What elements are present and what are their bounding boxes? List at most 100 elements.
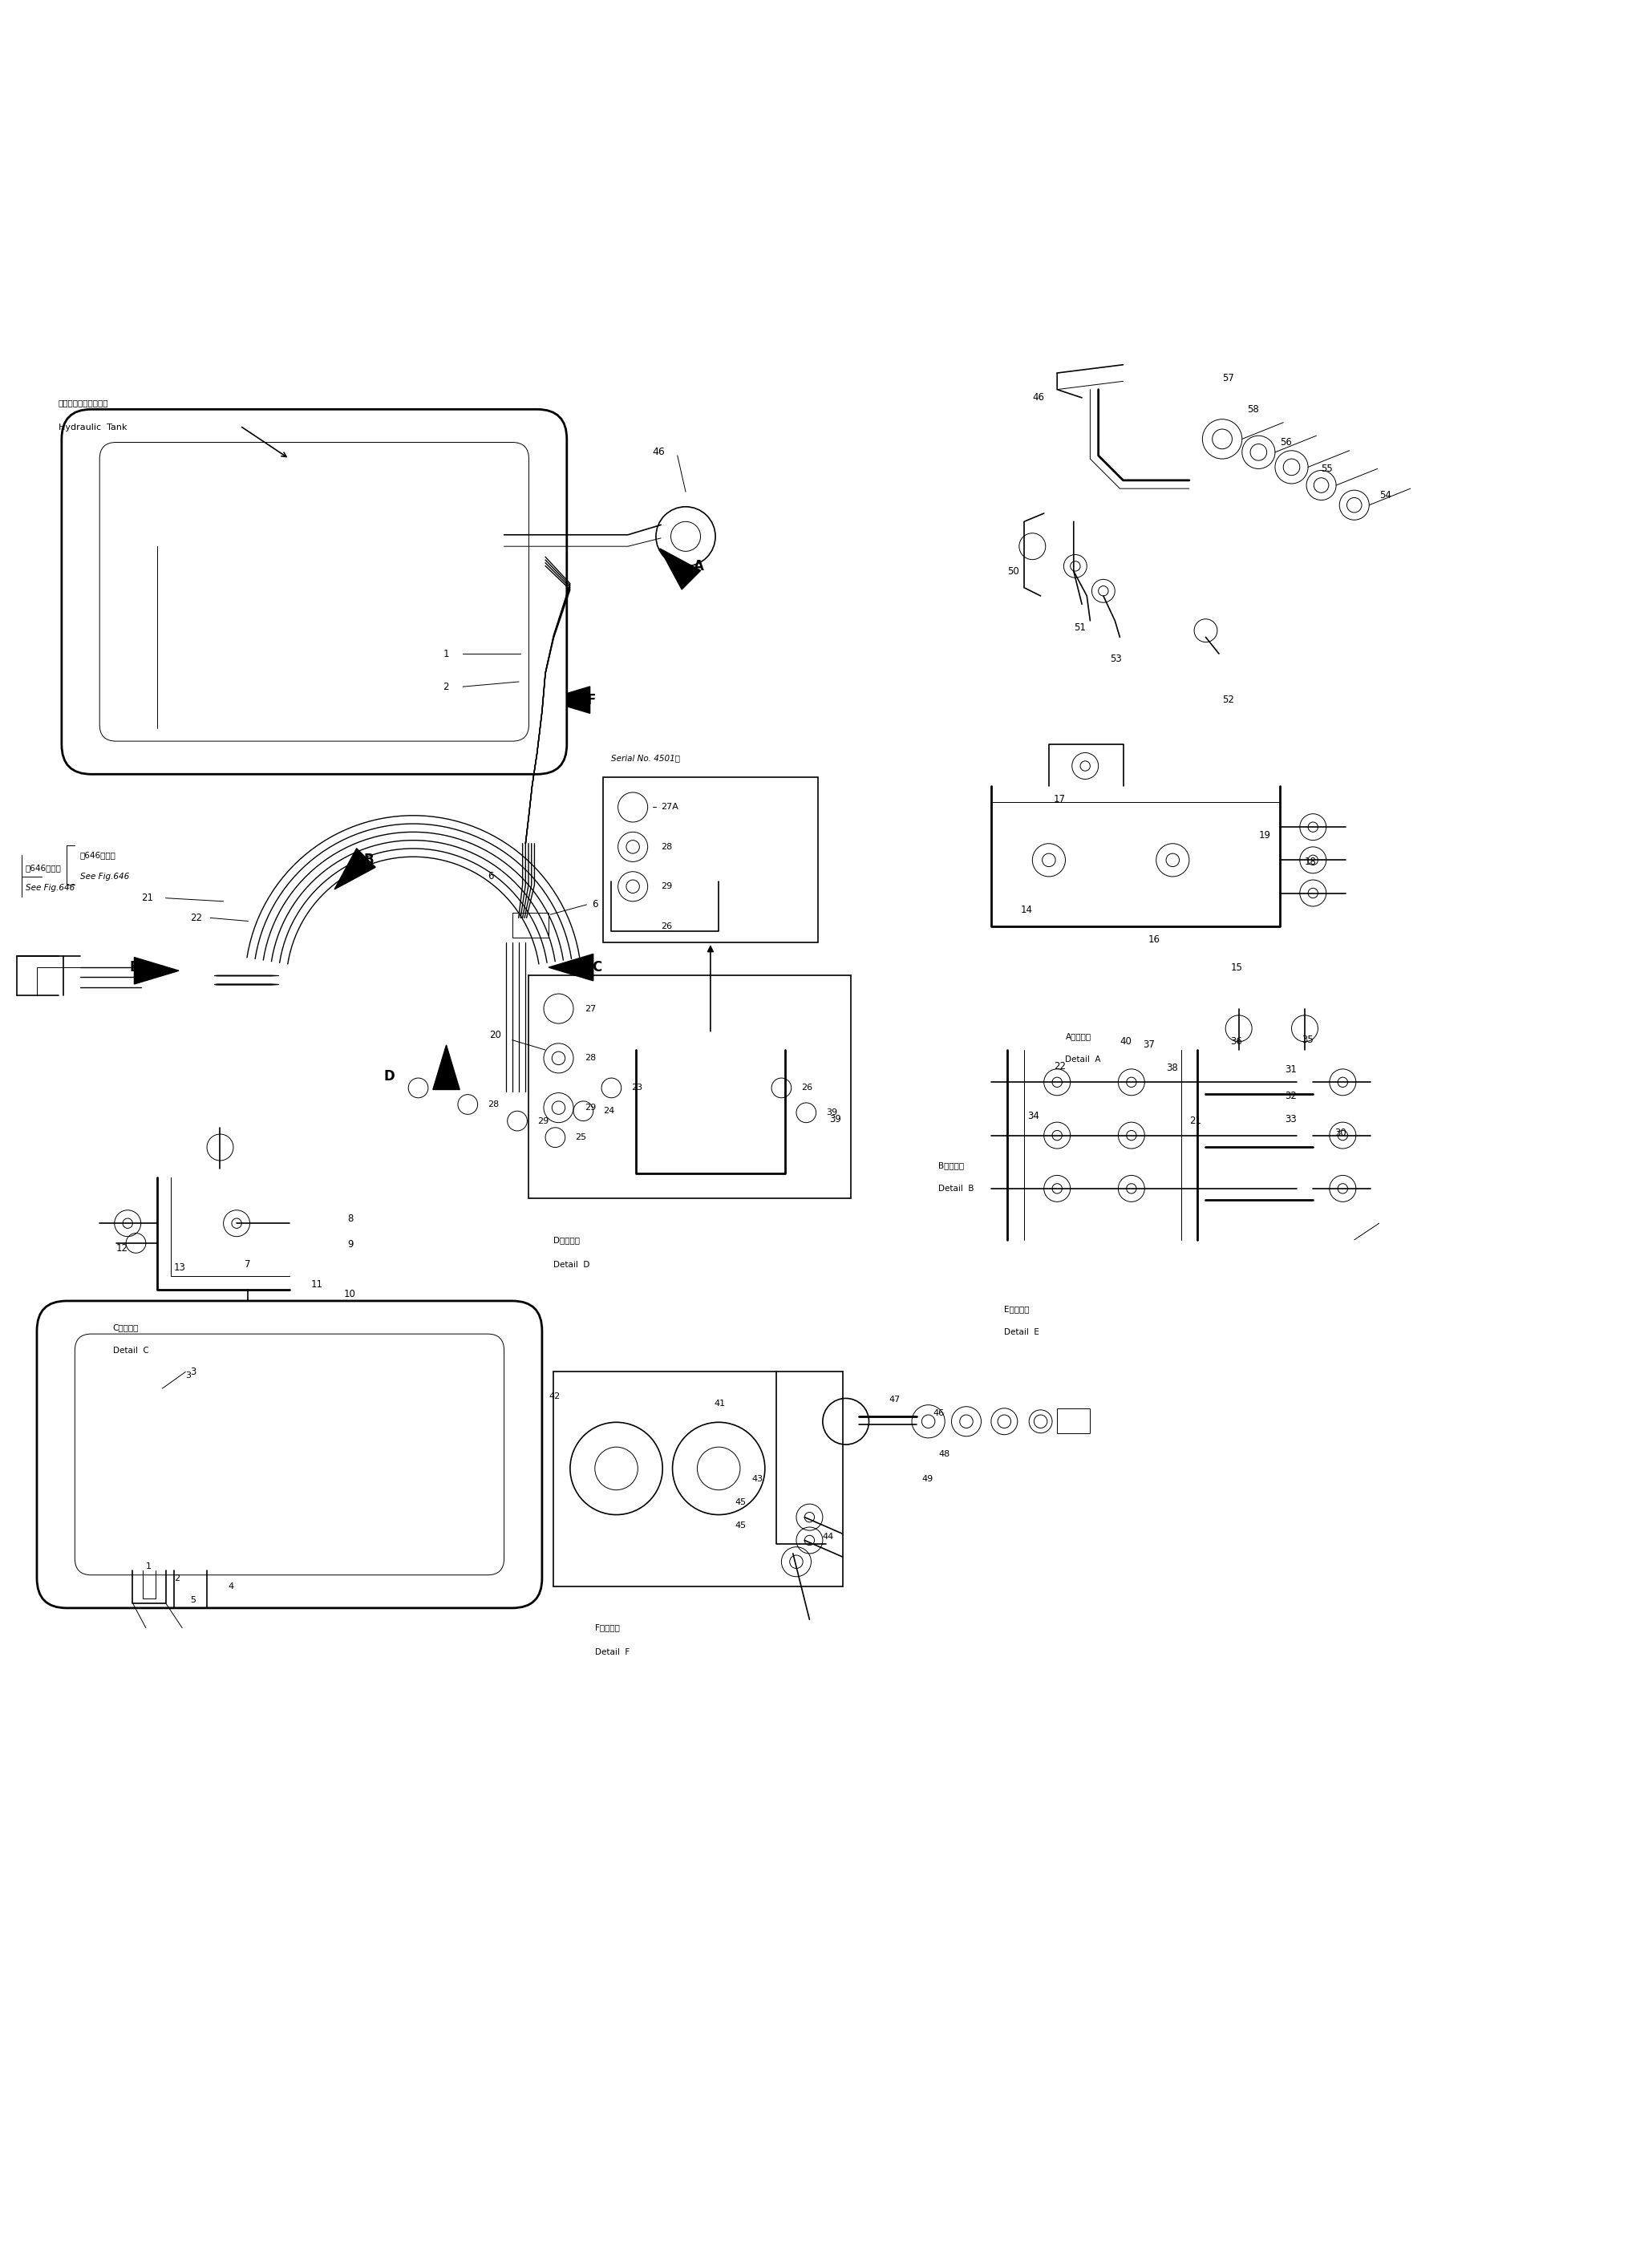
Text: A　詳　細: A 詳 細 <box>1066 1033 1090 1040</box>
Text: 57: 57 <box>1222 374 1234 383</box>
Text: 21: 21 <box>140 892 154 904</box>
Text: 14: 14 <box>1021 904 1032 915</box>
FancyBboxPatch shape <box>61 410 567 775</box>
Text: 2: 2 <box>443 682 449 691</box>
Text: D: D <box>383 1069 395 1083</box>
Text: 45: 45 <box>735 1499 747 1506</box>
Text: ハイドロリックタンク: ハイドロリックタンク <box>58 399 109 408</box>
Text: 38: 38 <box>1166 1062 1178 1074</box>
Text: 8: 8 <box>347 1214 354 1223</box>
Text: 第646図参照: 第646図参照 <box>79 852 116 858</box>
Text: 22: 22 <box>190 913 203 924</box>
FancyBboxPatch shape <box>36 1300 542 1608</box>
Text: Hydraulic  Tank: Hydraulic Tank <box>58 424 127 433</box>
Polygon shape <box>433 1044 459 1089</box>
Text: 10: 10 <box>344 1289 355 1300</box>
Text: F: F <box>586 693 596 707</box>
Polygon shape <box>548 954 593 981</box>
Text: 24: 24 <box>603 1108 615 1114</box>
Text: 6: 6 <box>487 872 494 881</box>
Text: 13: 13 <box>173 1262 185 1273</box>
Bar <box>603 777 818 942</box>
Text: 39: 39 <box>829 1114 841 1123</box>
Bar <box>231 1327 264 1348</box>
Text: 39: 39 <box>826 1108 838 1117</box>
Text: C　詳　細: C 詳 細 <box>112 1323 139 1332</box>
Text: 32: 32 <box>1285 1092 1297 1101</box>
Text: 40: 40 <box>1120 1037 1132 1046</box>
Text: 16: 16 <box>1148 933 1160 945</box>
Text: Detail  B: Detail B <box>938 1185 975 1194</box>
Text: C: C <box>591 960 601 974</box>
Text: 52: 52 <box>1222 695 1234 704</box>
Text: Detail  D: Detail D <box>553 1262 590 1268</box>
Text: B: B <box>363 854 373 867</box>
Text: 58: 58 <box>1247 403 1259 414</box>
FancyBboxPatch shape <box>74 1334 504 1574</box>
Text: 26: 26 <box>661 922 672 931</box>
Text: 44: 44 <box>823 1533 834 1540</box>
Text: 43: 43 <box>752 1475 763 1484</box>
Text: 35: 35 <box>1302 1035 1313 1044</box>
Text: 5: 5 <box>190 1597 197 1604</box>
Text: Serial No. 4501〜: Serial No. 4501〜 <box>611 754 681 761</box>
Text: 28: 28 <box>487 1101 499 1108</box>
Text: 42: 42 <box>548 1393 560 1400</box>
Text: 21: 21 <box>1189 1117 1201 1126</box>
Text: 31: 31 <box>1285 1065 1297 1076</box>
Text: 46: 46 <box>1032 392 1044 403</box>
Text: Detail  E: Detail E <box>1004 1327 1039 1336</box>
Text: 30: 30 <box>1335 1128 1346 1137</box>
Text: 27A: 27A <box>661 804 679 811</box>
Bar <box>512 913 548 938</box>
Text: 47: 47 <box>889 1395 900 1404</box>
Text: 37: 37 <box>1143 1040 1155 1051</box>
Text: D　詳　細: D 詳 細 <box>553 1237 580 1243</box>
Text: 22: 22 <box>1054 1062 1066 1071</box>
Text: 29: 29 <box>585 1103 596 1112</box>
Text: 4: 4 <box>228 1583 235 1590</box>
Bar <box>553 1373 843 1586</box>
Text: 28: 28 <box>661 843 672 852</box>
Text: 29: 29 <box>661 883 672 890</box>
Text: 49: 49 <box>922 1475 933 1484</box>
Text: 45: 45 <box>735 1522 747 1529</box>
Text: 25: 25 <box>575 1132 586 1142</box>
Polygon shape <box>545 686 590 713</box>
Text: 20: 20 <box>489 1031 501 1040</box>
Polygon shape <box>134 958 178 983</box>
Text: See Fig.646: See Fig.646 <box>79 872 129 881</box>
Text: 12: 12 <box>116 1243 129 1253</box>
Text: 23: 23 <box>631 1085 643 1092</box>
Polygon shape <box>659 548 700 589</box>
Bar <box>509 702 550 734</box>
Text: 第646図参照: 第646図参照 <box>25 865 61 872</box>
Bar <box>529 976 851 1198</box>
Text: 48: 48 <box>938 1450 950 1459</box>
Text: Detail  C: Detail C <box>112 1345 149 1354</box>
Text: 56: 56 <box>1280 437 1292 448</box>
Text: 26: 26 <box>801 1085 813 1092</box>
Text: 1: 1 <box>145 1563 152 1570</box>
Text: 54: 54 <box>1379 489 1391 501</box>
Text: F　詳　細: F 詳 細 <box>595 1624 620 1631</box>
Text: Detail  F: Detail F <box>595 1649 629 1656</box>
Text: 17: 17 <box>1054 793 1066 804</box>
Text: E: E <box>129 960 139 974</box>
Text: E　詳　細: E 詳 細 <box>1004 1305 1029 1314</box>
Text: A: A <box>694 559 704 573</box>
Text: 3: 3 <box>185 1370 192 1379</box>
Text: 55: 55 <box>1322 464 1333 473</box>
Text: 46: 46 <box>933 1409 945 1418</box>
Text: 29: 29 <box>537 1117 548 1126</box>
Polygon shape <box>334 849 375 890</box>
FancyBboxPatch shape <box>99 442 529 741</box>
Text: 19: 19 <box>1259 829 1270 840</box>
Text: 2: 2 <box>173 1574 180 1583</box>
Text: 11: 11 <box>311 1280 322 1289</box>
Text: 41: 41 <box>714 1400 725 1407</box>
Text: See Fig.646: See Fig.646 <box>25 883 74 892</box>
Text: Detail  A: Detail A <box>1066 1055 1102 1065</box>
Text: 6: 6 <box>591 899 598 911</box>
Text: 18: 18 <box>1305 856 1317 867</box>
